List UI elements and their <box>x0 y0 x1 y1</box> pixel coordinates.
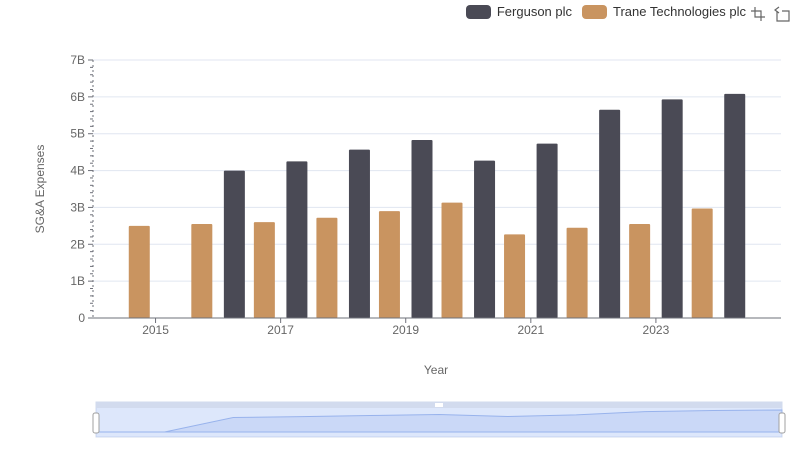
y-tick-label: 2B <box>70 237 85 251</box>
y-tick-label: 3B <box>70 200 85 214</box>
toolbox <box>750 6 790 22</box>
legend-label-ferguson: Ferguson plc <box>496 4 573 19</box>
slider-shadow <box>96 409 783 433</box>
slider-left-handle[interactable] <box>92 412 100 434</box>
x-tick-label: 2017 <box>267 323 294 337</box>
bar-trane-2018[interactable] <box>378 211 400 318</box>
y-tick-label: 4B <box>70 164 85 178</box>
restore-icon[interactable] <box>774 6 790 22</box>
y-tick-label: 7B <box>70 53 85 67</box>
legend: Ferguson plc Trane Technologies plc <box>465 4 746 19</box>
legend-item-trane[interactable]: Trane Technologies plc <box>582 4 746 19</box>
bar-ferguson-2019[interactable] <box>411 139 433 318</box>
bar-ferguson-2020[interactable] <box>474 160 496 318</box>
bar-trane-2021[interactable] <box>566 227 588 318</box>
bar-trane-2019[interactable] <box>441 202 463 318</box>
bar-trane-2022[interactable] <box>629 224 651 318</box>
bars <box>128 93 746 319</box>
data-zoom-slider[interactable] <box>92 401 786 438</box>
bar-trane-2017[interactable] <box>316 217 338 318</box>
legend-swatch-trane <box>582 4 608 19</box>
y-tick-label: 0 <box>78 311 85 325</box>
bar-ferguson-2016[interactable] <box>223 170 245 318</box>
x-tick-label: 2019 <box>392 323 419 337</box>
zoom-icon[interactable] <box>750 6 766 22</box>
legend-label-trane: Trane Technologies plc <box>613 4 746 19</box>
x-tick-label: 2023 <box>643 323 670 337</box>
y-tick-label: 5B <box>70 127 85 141</box>
bar-ferguson-2024[interactable] <box>724 93 746 318</box>
bar-ferguson-2017[interactable] <box>286 161 308 318</box>
bar-trane-2014[interactable] <box>128 225 150 318</box>
bar-trane-2015[interactable] <box>191 224 213 318</box>
bar-ferguson-2021[interactable] <box>536 143 558 318</box>
y-axis: 0 1B 2B 3B 4B 5B 6B 7B <box>70 53 94 325</box>
y-axis-label: SG&A Expenses <box>33 145 47 234</box>
bar-ferguson-2018[interactable] <box>348 149 370 318</box>
y-tick-label: 6B <box>70 90 85 104</box>
y-tick-label: 1B <box>70 274 85 288</box>
x-tick-label: 2015 <box>142 323 169 337</box>
bar-trane-2023[interactable] <box>691 208 713 318</box>
slider-right-handle[interactable] <box>778 412 786 434</box>
x-axis: 2015 2017 2019 2021 2023 <box>142 318 670 337</box>
bar-ferguson-2023[interactable] <box>661 99 683 319</box>
x-axis-label: Year <box>424 363 448 377</box>
legend-item-ferguson[interactable]: Ferguson plc <box>465 4 573 19</box>
x-tick-label: 2021 <box>517 323 544 337</box>
slider-grip[interactable] <box>435 403 443 407</box>
bar-ferguson-2022[interactable] <box>599 109 621 318</box>
legend-swatch-ferguson <box>465 4 491 19</box>
bar-trane-2020[interactable] <box>504 234 526 318</box>
bar-trane-2016[interactable] <box>253 222 275 318</box>
